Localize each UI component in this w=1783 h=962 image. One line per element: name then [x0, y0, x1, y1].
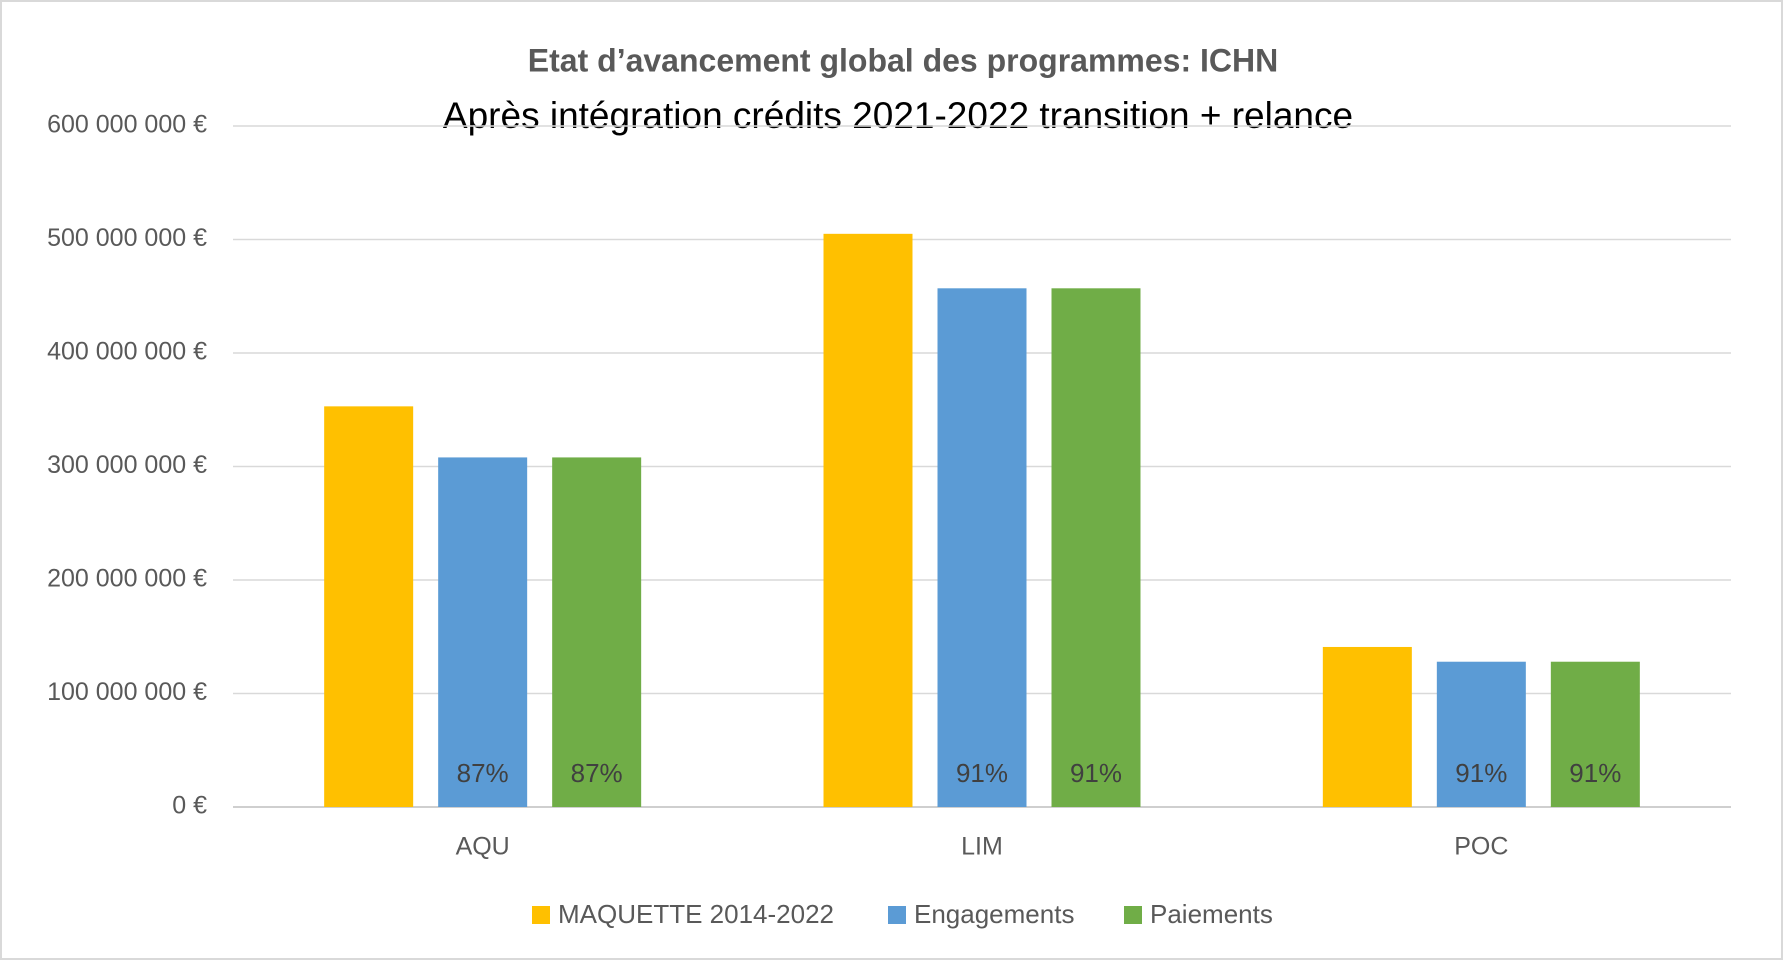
legend-label: Paiements [1150, 899, 1273, 929]
data-label: 87% [457, 758, 509, 788]
legend-swatch [532, 906, 550, 924]
bar [1436, 661, 1526, 807]
data-label: 91% [1569, 758, 1621, 788]
bar [823, 233, 913, 807]
bar [937, 288, 1027, 807]
legend-swatch [1124, 906, 1142, 924]
y-tick-label: 0 € [172, 792, 207, 820]
y-tick-label: 500 000 000 € [47, 224, 207, 252]
data-label: 91% [1455, 758, 1507, 788]
y-tick-label: 300 000 000 € [47, 451, 207, 479]
bar [324, 406, 414, 807]
bar [1051, 288, 1141, 807]
y-tick-label: 400 000 000 € [47, 338, 207, 366]
y-tick-label: 600 000 000 € [47, 111, 207, 139]
data-label: 91% [1070, 758, 1122, 788]
x-tick-label: LIM [961, 833, 1003, 861]
x-tick-label: POC [1454, 833, 1508, 861]
legend-swatch [888, 906, 906, 924]
bar [438, 457, 528, 807]
bar [1550, 661, 1640, 807]
chart-subtitle: Après intégration crédits 2021-2022 tran… [443, 95, 1353, 136]
y-tick-label: 100 000 000 € [47, 678, 207, 706]
bar [552, 457, 642, 807]
legend-label: Engagements [914, 899, 1074, 929]
y-tick-label: 200 000 000 € [47, 565, 207, 593]
legend-label: MAQUETTE 2014-2022 [558, 899, 834, 929]
x-tick-label: AQU [456, 833, 510, 861]
data-label: 87% [571, 758, 623, 788]
chart-title: Etat d’avancement global des programmes:… [528, 42, 1278, 78]
data-label: 91% [956, 758, 1008, 788]
bar [1322, 646, 1412, 807]
